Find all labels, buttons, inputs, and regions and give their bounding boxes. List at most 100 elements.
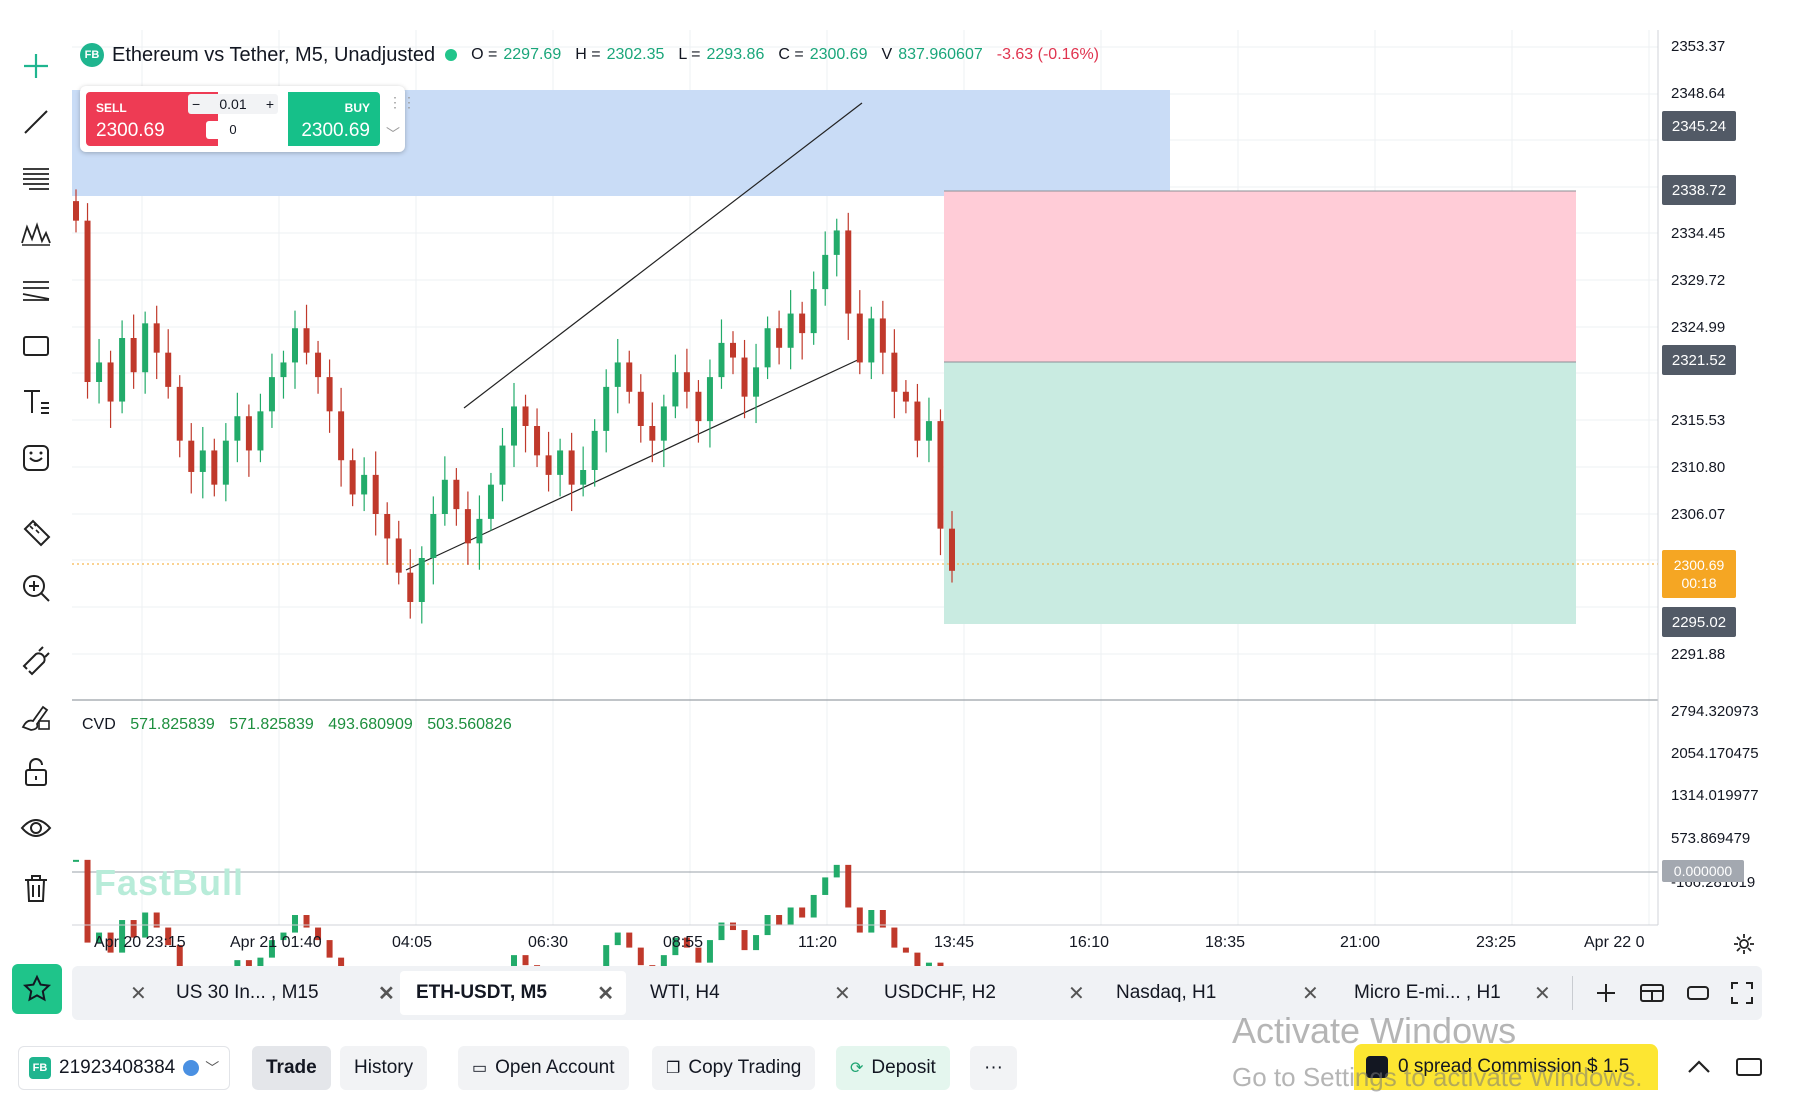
price-label: 2291.88 bbox=[1671, 646, 1726, 663]
account-selector[interactable]: FB 21923408384 ﹀ bbox=[18, 1046, 231, 1090]
open-account-button[interactable]: ▭ Open Account bbox=[458, 1046, 629, 1090]
candle-body bbox=[741, 357, 748, 397]
quantity-stepper[interactable]: − 0.01 + bbox=[188, 94, 278, 114]
cvd-value: 503.560826 bbox=[427, 716, 512, 733]
candle-body bbox=[292, 328, 298, 363]
candle-body bbox=[511, 406, 517, 446]
close-icon[interactable]: ✕ bbox=[378, 982, 395, 1005]
candle-body bbox=[856, 313, 863, 363]
magnet-icon[interactable] bbox=[14, 638, 58, 682]
candle-body bbox=[718, 342, 725, 378]
chevron-up-icon[interactable] bbox=[1684, 1052, 1714, 1082]
sell-button[interactable]: SELL 2300.69 bbox=[86, 92, 218, 146]
cvd-candle bbox=[741, 930, 748, 951]
plus-icon[interactable]: + bbox=[265, 96, 274, 112]
lock-icon[interactable] bbox=[14, 750, 58, 794]
symbol-name[interactable]: Ethereum vs Tether, M5, Unadjusted bbox=[112, 43, 436, 66]
tab-usdchf[interactable]: ✕ USDCHF, H2 bbox=[834, 971, 1064, 1015]
cvd-candle bbox=[626, 932, 633, 948]
pattern-tool-icon[interactable] bbox=[14, 212, 58, 256]
cvd-candle bbox=[603, 945, 610, 968]
channel-tool-icon[interactable] bbox=[14, 268, 58, 312]
candle-body bbox=[545, 455, 552, 475]
close-icon[interactable]: ✕ bbox=[130, 982, 147, 1005]
eye-icon[interactable] bbox=[14, 806, 58, 850]
fullscreen-icon[interactable] bbox=[1728, 979, 1756, 1007]
trade-button[interactable]: Trade bbox=[252, 1046, 331, 1090]
price-badge-top: 2345.24 bbox=[1662, 111, 1736, 141]
ruler-tool-icon[interactable] bbox=[14, 510, 58, 554]
copy-icon: ❐ bbox=[666, 1060, 681, 1077]
tab-wti[interactable]: WTI, H4 bbox=[650, 971, 870, 1015]
brush-lock-icon[interactable] bbox=[14, 694, 58, 738]
candle-body bbox=[222, 440, 229, 485]
red-zone bbox=[944, 191, 1576, 362]
bottom-bar: FB 21923408384 ﹀ Trade History ▭ Open Ac… bbox=[0, 1034, 1794, 1090]
fib-tool-icon[interactable] bbox=[14, 156, 58, 200]
price-badge-entry: 2321.52 bbox=[1662, 345, 1736, 375]
tab-eth-usdt[interactable]: ✕ ETH-USDT, M5 ✕ bbox=[378, 971, 626, 1015]
promo-banner[interactable]: 0 spread Commission $ 1.5 bbox=[1354, 1044, 1658, 1090]
close-icon[interactable]: ✕ bbox=[1534, 982, 1551, 1005]
crosshair-tool-icon[interactable] bbox=[14, 44, 58, 88]
candle-body bbox=[534, 426, 541, 456]
add-tab-plus-icon[interactable] bbox=[1592, 979, 1620, 1007]
window-minimize-icon[interactable] bbox=[1684, 979, 1712, 1007]
copy-trading-button[interactable]: ❐ Copy Trading bbox=[652, 1046, 816, 1090]
chart-settings-gear-icon[interactable] bbox=[1732, 932, 1756, 956]
history-button[interactable]: History bbox=[340, 1046, 428, 1090]
price-label: 2329.72 bbox=[1671, 272, 1726, 289]
trend-line-tool-icon[interactable] bbox=[14, 100, 58, 144]
more-button[interactable]: ··· bbox=[970, 1046, 1017, 1090]
text-tool-icon[interactable] bbox=[14, 380, 58, 424]
left-toolbar bbox=[0, 30, 72, 930]
close-icon[interactable]: ✕ bbox=[834, 982, 851, 1005]
tab-label: Micro E-mi... , H1 bbox=[1354, 982, 1501, 1003]
candle-body bbox=[418, 558, 425, 602]
chart-canvas[interactable] bbox=[0, 0, 1794, 1000]
current-price-badge: 2300.69 00:18 bbox=[1662, 550, 1736, 598]
candle-body bbox=[891, 352, 898, 392]
candle-body bbox=[522, 406, 529, 426]
cvd-candle bbox=[914, 952, 921, 973]
tab-micro-emini[interactable]: ✕ Micro E-mi... , H1 bbox=[1302, 971, 1532, 1015]
cvd-candle bbox=[153, 912, 160, 928]
close-icon[interactable]: ✕ bbox=[1302, 982, 1319, 1005]
candle-body bbox=[315, 352, 322, 378]
buy-button[interactable]: BUY 2300.69 bbox=[288, 92, 380, 146]
trash-icon[interactable] bbox=[14, 866, 58, 910]
cvd-candle bbox=[96, 932, 103, 943]
emoji-tool-icon[interactable] bbox=[14, 436, 58, 480]
cvd-candle bbox=[176, 945, 183, 973]
quantity-value[interactable]: 0.01 bbox=[219, 96, 247, 112]
tab-us30[interactable]: ✕ US 30 In... , M15 bbox=[130, 971, 350, 1015]
buy-label: BUY bbox=[344, 101, 370, 115]
panel-toggle-icon[interactable] bbox=[1734, 1052, 1764, 1082]
cvd-candle bbox=[799, 907, 806, 918]
candle-body bbox=[96, 362, 103, 382]
tab-nasdaq[interactable]: ✕ Nasdaq, H1 bbox=[1068, 971, 1298, 1015]
time-label: 06:30 bbox=[528, 934, 569, 951]
cvd-candle bbox=[303, 915, 310, 928]
favorites-star-button[interactable] bbox=[12, 964, 62, 1014]
minus-icon[interactable]: − bbox=[192, 96, 201, 112]
layout-split-icon[interactable] bbox=[1638, 979, 1666, 1007]
drag-handle-icon[interactable]: ⋮⋮ bbox=[388, 94, 416, 110]
cvd-candle bbox=[776, 915, 783, 926]
cvd-candle bbox=[822, 877, 829, 895]
tab-micro-close[interactable]: ✕ bbox=[1534, 971, 1554, 1015]
price-badge-target: 2338.72 bbox=[1662, 175, 1736, 205]
deposit-button[interactable]: ⟳ Deposit bbox=[836, 1046, 950, 1090]
tab-label: US 30 In... , M15 bbox=[176, 982, 319, 1003]
close-icon[interactable]: ✕ bbox=[1068, 982, 1085, 1005]
chevron-down-icon[interactable]: ﹀ bbox=[386, 126, 400, 142]
close-icon[interactable]: ✕ bbox=[597, 982, 614, 1005]
zoom-in-icon[interactable] bbox=[14, 566, 58, 610]
verified-badge-icon bbox=[183, 1060, 200, 1076]
change-value: -3.63 (-0.16%) bbox=[996, 46, 1099, 63]
cvd-candle bbox=[718, 922, 725, 941]
volume-label: V bbox=[881, 46, 893, 63]
rectangle-tool-icon[interactable] bbox=[14, 324, 58, 368]
candle-body bbox=[626, 362, 633, 392]
time-label: 13:45 bbox=[934, 934, 975, 951]
